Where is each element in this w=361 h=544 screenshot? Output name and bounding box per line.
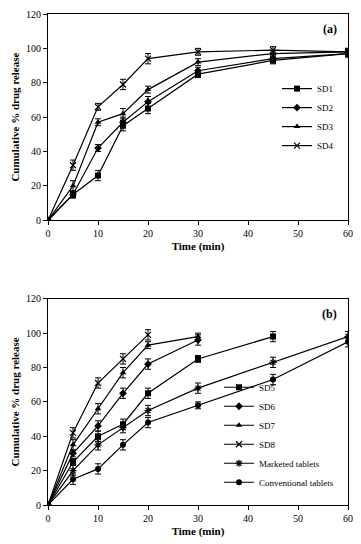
svg-text:100: 100 <box>26 328 41 339</box>
svg-text:Cumulative % drug release: Cumulative % drug release <box>9 52 21 181</box>
svg-text:(a): (a) <box>323 22 337 36</box>
svg-text:50: 50 <box>293 228 303 239</box>
svg-text:20: 20 <box>31 180 41 191</box>
svg-text:SD6: SD6 <box>259 402 276 412</box>
svg-text:Conventional tablets: Conventional tablets <box>259 478 334 488</box>
svg-text:60: 60 <box>343 513 353 524</box>
svg-text:40: 40 <box>31 431 41 442</box>
svg-text:SD1: SD1 <box>317 84 333 94</box>
svg-text:40: 40 <box>243 513 253 524</box>
svg-text:20: 20 <box>143 228 153 239</box>
svg-text:60: 60 <box>31 396 41 407</box>
svg-text:SD8: SD8 <box>259 440 276 450</box>
svg-text:0: 0 <box>36 500 41 511</box>
svg-text:120: 120 <box>26 9 41 20</box>
svg-text:0: 0 <box>46 513 51 524</box>
svg-text:30: 30 <box>193 513 203 524</box>
svg-text:10: 10 <box>93 228 103 239</box>
svg-text:40: 40 <box>31 146 41 157</box>
svg-text:10: 10 <box>93 513 103 524</box>
svg-text:SD5: SD5 <box>259 383 276 393</box>
svg-text:Cumulative % drug release: Cumulative % drug release <box>9 337 21 466</box>
svg-text:0: 0 <box>36 215 41 226</box>
svg-text:(b): (b) <box>322 307 337 321</box>
svg-text:120: 120 <box>26 293 41 304</box>
svg-text:40: 40 <box>243 228 253 239</box>
svg-text:SD4: SD4 <box>317 141 334 151</box>
svg-text:SD3: SD3 <box>317 122 334 132</box>
svg-text:Time (min): Time (min) <box>172 240 225 253</box>
svg-text:50: 50 <box>293 513 303 524</box>
svg-text:80: 80 <box>31 362 41 373</box>
svg-text:Marketed tablets: Marketed tablets <box>259 459 320 469</box>
svg-text:20: 20 <box>143 513 153 524</box>
svg-text:80: 80 <box>31 77 41 88</box>
svg-text:100: 100 <box>26 43 41 54</box>
svg-text:Time (min): Time (min) <box>172 525 225 538</box>
svg-text:SD7: SD7 <box>259 421 276 431</box>
svg-text:60: 60 <box>31 112 41 123</box>
svg-text:60: 60 <box>343 228 353 239</box>
svg-text:0: 0 <box>46 228 51 239</box>
svg-text:SD2: SD2 <box>317 103 333 113</box>
svg-text:30: 30 <box>193 228 203 239</box>
svg-text:20: 20 <box>31 465 41 476</box>
